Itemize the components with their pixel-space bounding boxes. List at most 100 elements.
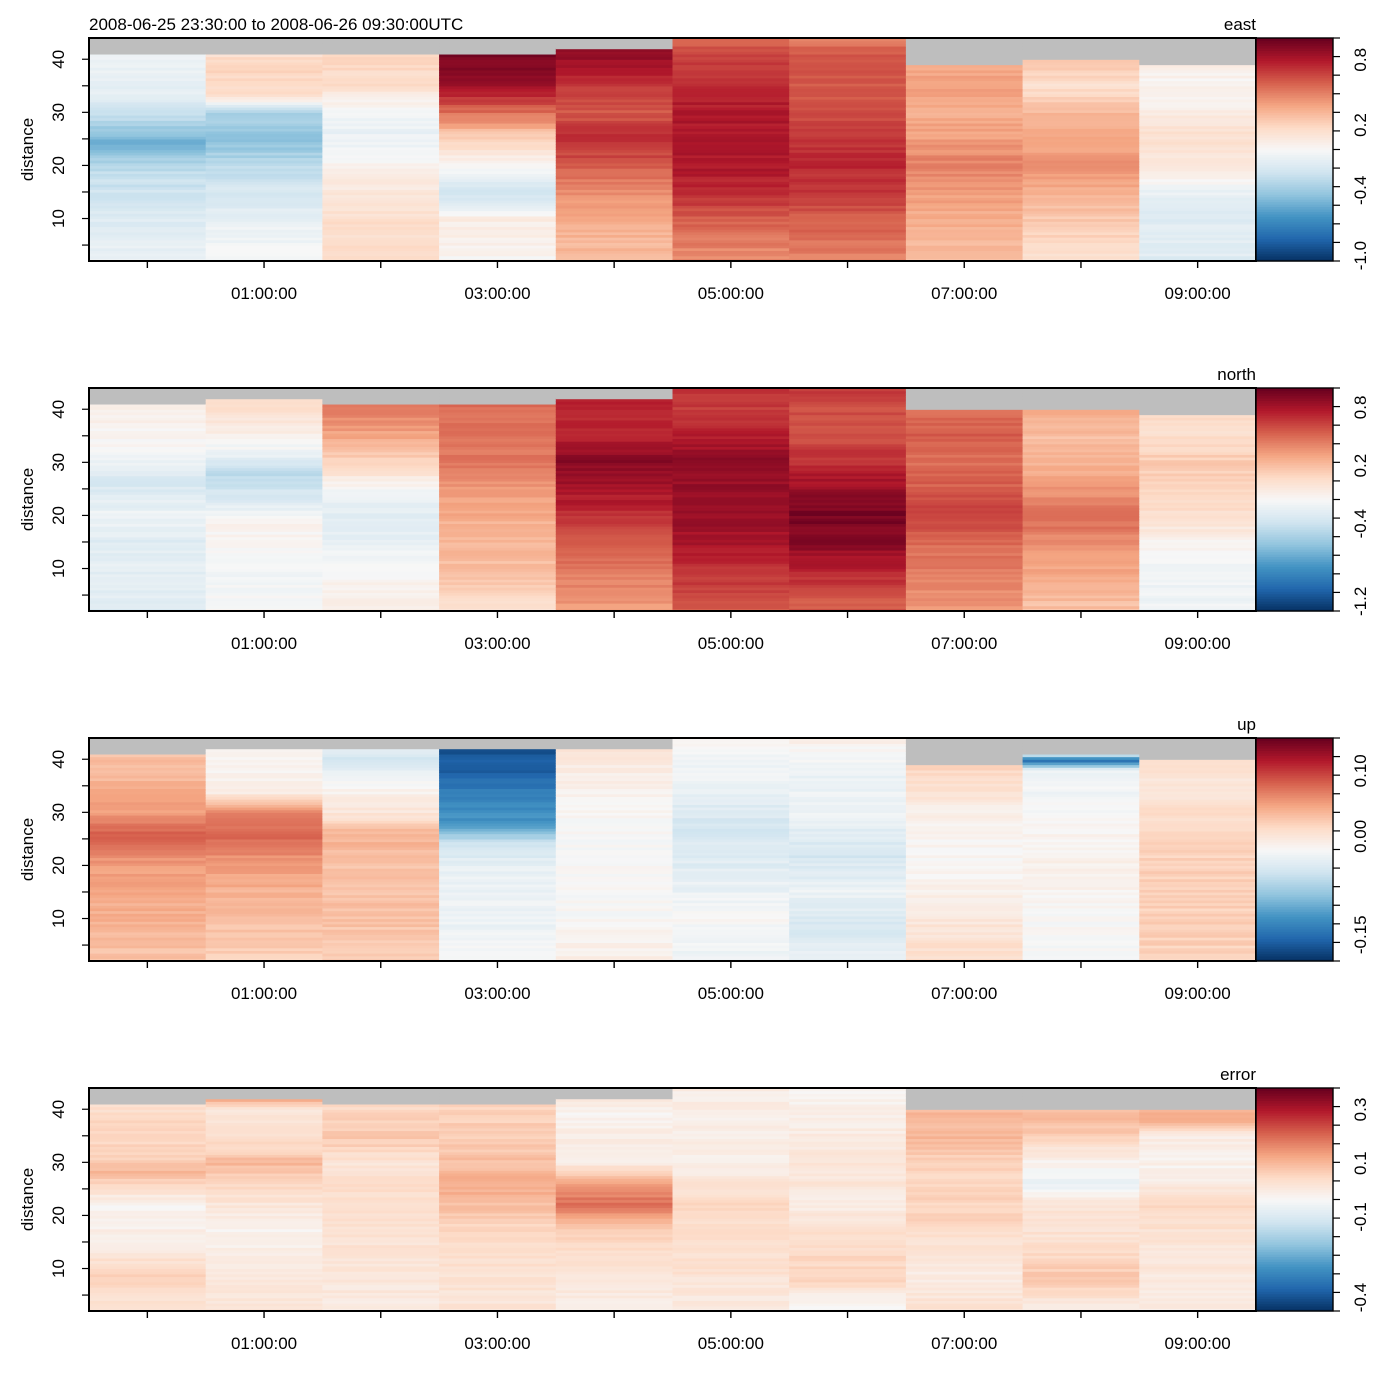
colorbar-segment (1256, 1239, 1333, 1243)
heatmap-cell (205, 234, 323, 238)
heatmap-cell (905, 759, 1024, 763)
heatmap-cell (1022, 846, 1140, 851)
colorbar-segment (1256, 901, 1333, 905)
heatmap-cell (205, 955, 323, 959)
heatmap-cell (672, 603, 790, 607)
heatmap-cell (1139, 589, 1257, 594)
heatmap-cell (905, 1167, 1024, 1171)
heatmap-cell (1022, 748, 1140, 752)
heatmap-cell (555, 1138, 674, 1142)
heatmap-cell (905, 250, 1024, 254)
heatmap-cell (439, 221, 557, 225)
heatmap-cell (555, 403, 674, 408)
heatmap-cell (555, 1143, 674, 1147)
colorbar-segment (1256, 847, 1333, 851)
heatmap-cell (89, 1210, 207, 1214)
heatmap-cell (89, 854, 207, 859)
heatmap-cell (439, 788, 557, 792)
heatmap-cell (322, 178, 440, 182)
heatmap-cell (1022, 449, 1140, 453)
heatmap-cell (205, 72, 323, 76)
heatmap-cell (439, 1095, 557, 1100)
heatmap-cell (322, 1122, 440, 1126)
heatmap-cell (555, 1164, 674, 1169)
heatmap-cell (905, 91, 1024, 95)
heatmap-cell (672, 942, 790, 946)
heatmap-cell (905, 197, 1024, 201)
heatmap-cell (1139, 133, 1257, 137)
heatmap-cell (789, 120, 907, 124)
heatmap-cell (555, 846, 674, 851)
heatmap-cell (89, 1157, 207, 1161)
heatmap-cell (1139, 584, 1257, 588)
heatmap-cell (439, 1143, 557, 1147)
heatmap-cell (439, 401, 557, 405)
heatmap-cell (439, 1210, 557, 1214)
heatmap-cell (89, 1218, 207, 1222)
heatmap-cell (555, 229, 674, 233)
heatmap-cell (672, 1308, 790, 1312)
x-tick-label: 03:00:00 (464, 284, 530, 303)
heatmap-cell (555, 1249, 674, 1254)
heatmap-cell (789, 873, 907, 877)
heatmap-cell (555, 926, 674, 930)
heatmap-cell (1139, 146, 1257, 151)
heatmap-cell (789, 1141, 907, 1145)
heatmap-cell (789, 1172, 907, 1177)
colorbar-segment (1256, 444, 1333, 449)
heatmap-cell (89, 454, 207, 458)
heatmap-cell (1022, 91, 1140, 95)
heatmap-cell (1022, 1284, 1140, 1288)
colorbar-segment (1256, 492, 1333, 496)
colorbar-segment (1256, 124, 1333, 128)
colorbar-segment (1256, 762, 1333, 766)
heatmap-cell (672, 568, 790, 572)
heatmap-cell (672, 881, 790, 885)
heatmap-cell (672, 64, 790, 68)
colorbar-segment (1256, 228, 1333, 232)
heatmap-cell (322, 419, 440, 424)
heatmap-cell (1022, 409, 1140, 413)
heatmap-cell (1139, 579, 1257, 583)
heatmap-cell (672, 1109, 790, 1113)
heatmap-cell (89, 409, 207, 413)
heatmap-cell (439, 168, 557, 172)
heatmap-cell (672, 512, 790, 517)
heatmap-cell (789, 40, 907, 44)
heatmap-cell (439, 814, 557, 819)
colorbar-segment (1256, 1179, 1333, 1183)
colorbar-segment (1256, 208, 1333, 213)
colorbar-segment (1256, 851, 1333, 856)
heatmap-cell (1139, 1215, 1257, 1219)
heatmap-cell (555, 45, 674, 50)
heatmap-cell (439, 1202, 557, 1206)
heatmap-cell (905, 107, 1024, 111)
colorbar-segment (1256, 248, 1333, 252)
heatmap-cell (205, 125, 323, 129)
heatmap-cell (789, 93, 907, 97)
heatmap-cell (1022, 1133, 1140, 1137)
colorbar-segment (1256, 72, 1333, 76)
colorbar-segment (1256, 1164, 1333, 1168)
heatmap-cell (322, 520, 440, 524)
heatmap-cell (205, 788, 323, 792)
heatmap-cell (1139, 51, 1257, 55)
heatmap-cell (789, 154, 907, 159)
heatmap-cell (789, 531, 907, 535)
heatmap-cell (905, 899, 1024, 904)
heatmap-cell (1139, 128, 1257, 132)
heatmap-cell (205, 1308, 323, 1312)
x-tick-label: 01:00:00 (231, 984, 297, 1003)
heatmap-cell (1139, 1263, 1257, 1267)
heatmap-cell (1139, 427, 1257, 432)
heatmap-cell (322, 125, 440, 129)
heatmap-cell (205, 1188, 323, 1193)
heatmap-cell (672, 791, 790, 795)
heatmap-cell (905, 1095, 1024, 1100)
heatmap-cell (205, 1178, 323, 1182)
heatmap-cell (439, 1162, 557, 1166)
heatmap-cell (1139, 549, 1257, 554)
heatmap-cell (672, 1281, 790, 1286)
heatmap-cell (789, 446, 907, 450)
heatmap-cell (322, 1114, 440, 1118)
